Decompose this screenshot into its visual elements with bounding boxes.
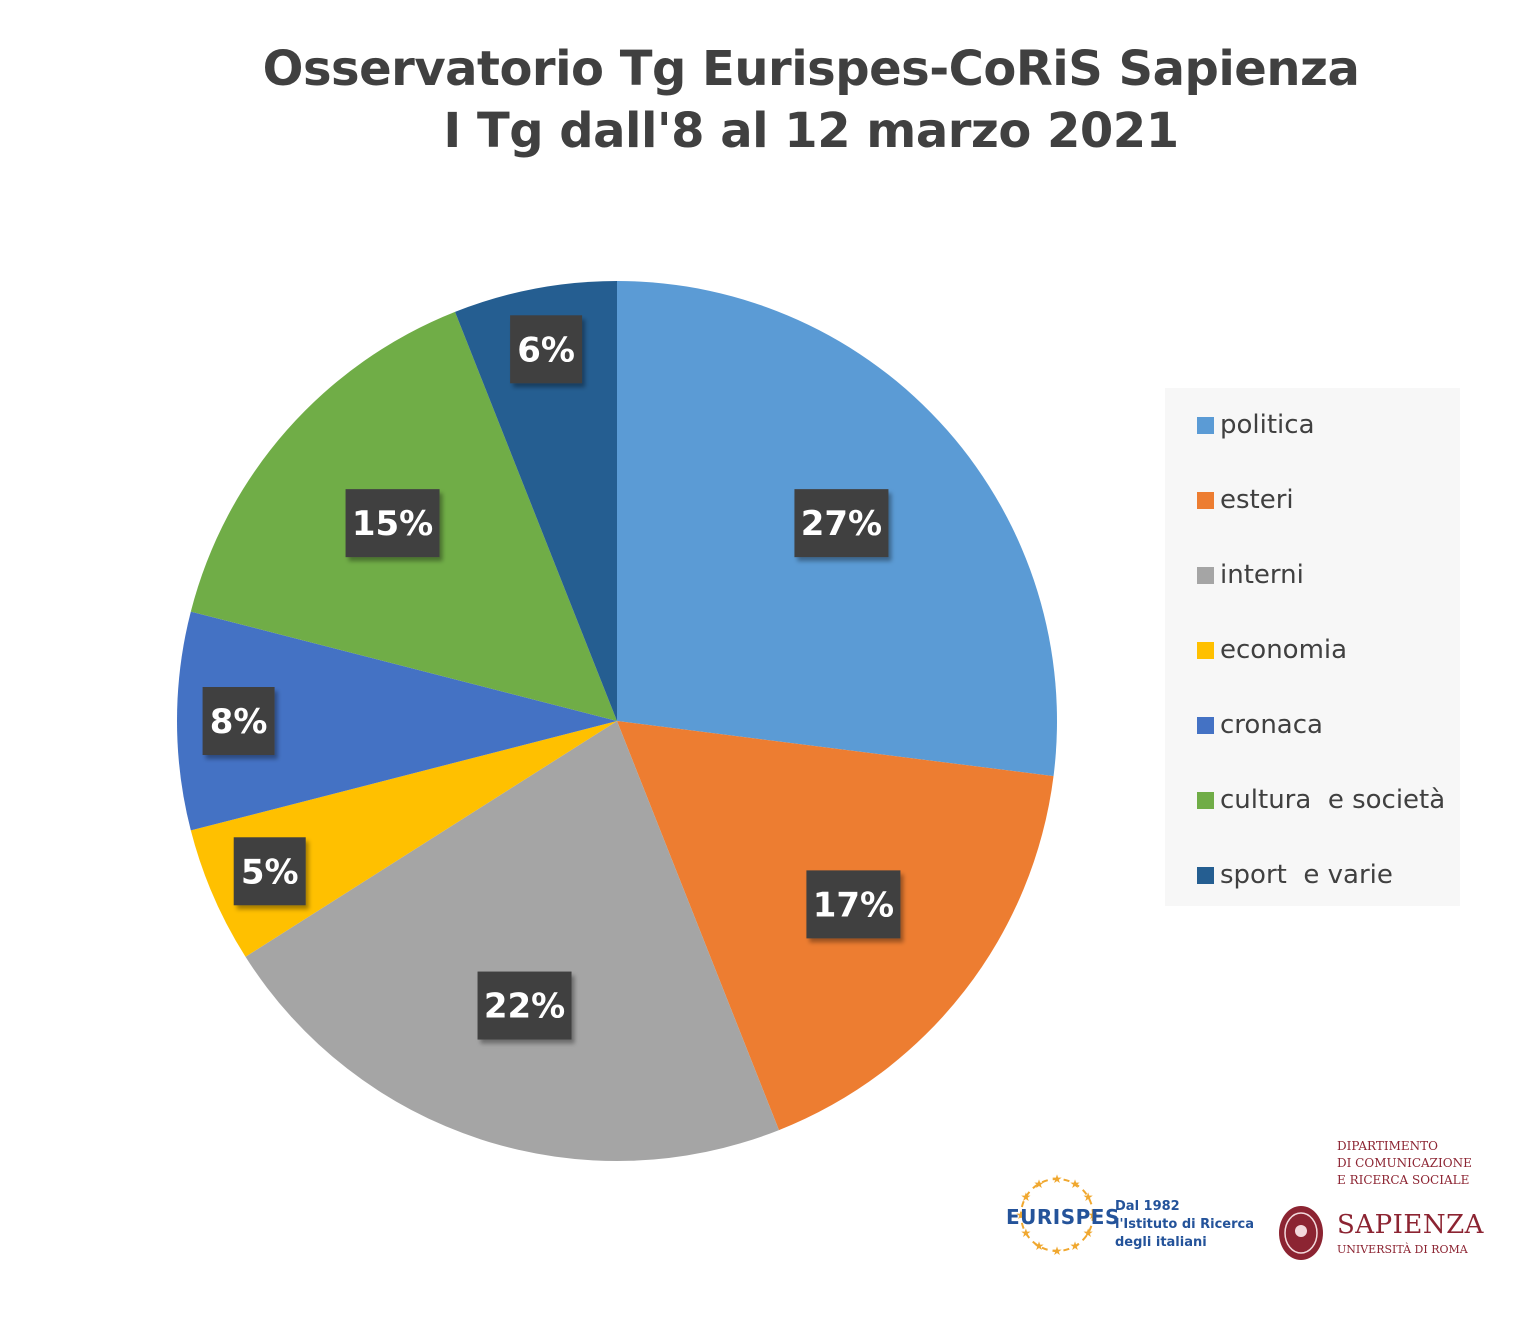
legend-label: cronaca	[1220, 710, 1323, 740]
legend-swatch	[1197, 641, 1214, 659]
legend-label: cultura e società	[1220, 785, 1446, 815]
data-label: 17%	[806, 870, 901, 939]
legend-item: economia	[1197, 635, 1347, 665]
sapienza-seal-icon	[1279, 1206, 1323, 1260]
legend-label: economia	[1220, 635, 1348, 665]
chart-legend: politica esteri interni economia cronaca cult…	[1165, 388, 1460, 906]
data-label-text: 15%	[352, 504, 433, 544]
eurispes-name: EURISPES	[1006, 1205, 1120, 1229]
data-label: 22%	[477, 971, 572, 1040]
legend-swatch	[1197, 716, 1214, 734]
legend-label: politica	[1220, 410, 1315, 440]
star-icon: ★	[1020, 1226, 1031, 1240]
star-icon: ★	[1070, 1239, 1081, 1253]
star-icon: ★	[1070, 1177, 1081, 1191]
eurispes-stars-icon: ★★★★★★★★★ ★ ★★	[1016, 1172, 1099, 1258]
department-name: DIPARTIMENTO DI COMUNICAZIONE E RICERCA …	[1337, 1138, 1472, 1189]
data-label: 5%	[233, 837, 306, 906]
eurispes-tagline: Dal 1982 l'Istituto di Ricerca degli ita…	[1115, 1198, 1254, 1252]
legend-item: politica	[1197, 410, 1315, 440]
star-icon: ★	[1020, 1190, 1031, 1204]
chart-title: Osservatorio Tg Eurispes-CoRiS Sapienza …	[0, 38, 1534, 162]
data-label-text: 6%	[517, 330, 575, 370]
star-icon: ★	[1034, 1239, 1045, 1253]
data-label: 27%	[794, 489, 889, 558]
pie-slice-cronaca	[177, 611, 617, 831]
sapienza-university: UNIVERSITÀ DI ROMA	[1337, 1243, 1468, 1256]
star-icon: ★	[1083, 1190, 1094, 1204]
data-label: 6%	[510, 315, 583, 384]
legend-swatch	[1197, 866, 1214, 884]
legend-label: sport e varie	[1220, 860, 1393, 890]
chart-title-line-1: Osservatorio Tg Eurispes-CoRiS Sapienza	[262, 41, 1360, 97]
legend-item: esteri	[1197, 485, 1294, 515]
star-icon: ★	[1052, 1172, 1063, 1186]
department-line: DI COMUNICAZIONE	[1337, 1156, 1472, 1170]
data-label-text: 17%	[813, 885, 894, 925]
data-label-text: 5%	[241, 852, 299, 892]
star-icon: ★	[1088, 1208, 1099, 1222]
data-label-text: 8%	[210, 702, 268, 742]
pie-slice-sport-e-varie	[455, 281, 617, 721]
department-line: E RICERCA SOCIALE	[1337, 1173, 1470, 1187]
data-label: 15%	[345, 489, 440, 558]
legend-swatch	[1197, 491, 1214, 509]
star-icon: ★	[1034, 1177, 1045, 1191]
eurispes-tagline-line: Dal 1982	[1115, 1199, 1180, 1214]
data-label-text: 22%	[484, 987, 565, 1027]
chart-title-line-2: I Tg dall'8 al 12 marzo 2021	[443, 103, 1179, 159]
eurispes-tagline-line: l'Istituto di Ricerca	[1115, 1217, 1254, 1232]
legend-label: esteri	[1220, 485, 1294, 515]
star-icon: ★	[1052, 1244, 1063, 1258]
legend-item: cronaca	[1197, 710, 1323, 740]
star-icon: ★	[1083, 1226, 1094, 1240]
legend-item: cultura e società	[1197, 785, 1445, 815]
star-icon: ★	[1016, 1208, 1027, 1222]
sapienza-name: SAPIENZA	[1337, 1210, 1484, 1240]
eurispes-tagline-line: degli italiani	[1115, 1235, 1207, 1250]
legend-item: interni	[1197, 560, 1304, 590]
department-line: DIPARTIMENTO	[1337, 1139, 1438, 1153]
data-label-text: 27%	[801, 504, 882, 544]
legend-swatch	[1197, 416, 1214, 434]
legend-item: sport e varie	[1197, 860, 1393, 890]
data-label: 8%	[202, 687, 275, 755]
legend-swatch	[1197, 566, 1214, 584]
pie-slice-interni	[245, 721, 779, 1161]
legend-label: interni	[1220, 560, 1304, 590]
legend-swatch	[1197, 791, 1214, 809]
